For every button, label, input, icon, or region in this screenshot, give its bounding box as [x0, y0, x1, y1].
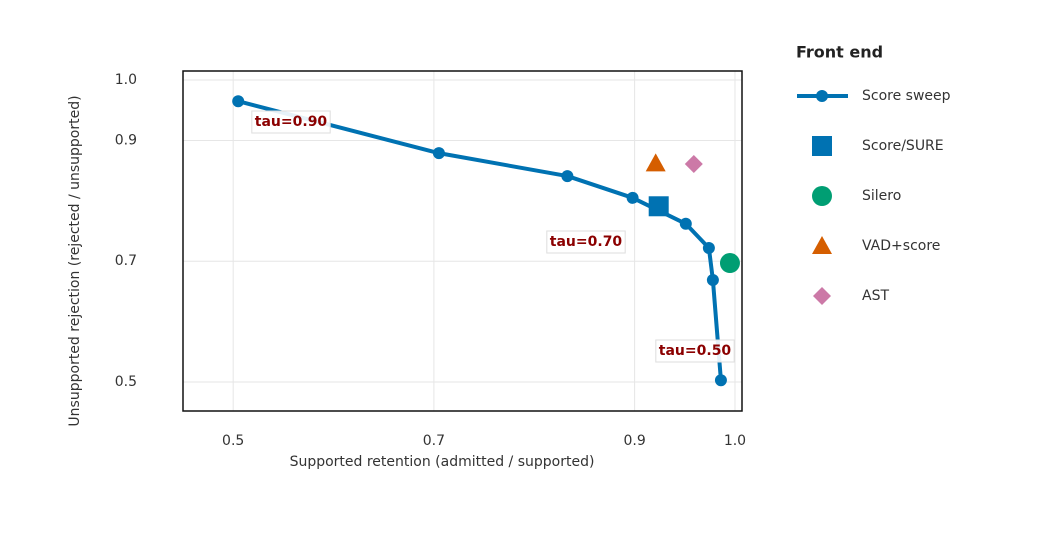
marker — [432, 147, 445, 160]
annotation-text: tau=0.70 — [550, 234, 623, 250]
y-tick-label: 0.9 — [115, 132, 137, 148]
legend-marker — [813, 287, 831, 305]
marker — [702, 241, 715, 254]
annotation: tau=0.90 — [251, 110, 331, 134]
annotation-box — [546, 230, 626, 254]
legend-marker — [812, 186, 832, 206]
legend-label: Score/SURE — [862, 138, 944, 154]
marker — [648, 196, 669, 217]
plot-frame — [182, 70, 743, 412]
legend-marker — [812, 236, 832, 254]
marker — [714, 374, 727, 387]
legend-title: Front end — [796, 43, 883, 62]
marker — [232, 95, 245, 108]
marker — [706, 273, 719, 286]
annotation: tau=0.70 — [546, 230, 626, 254]
legend-label: VAD+score — [862, 238, 940, 254]
annotation-text: tau=0.50 — [659, 343, 732, 359]
y-tick-label: 0.5 — [115, 374, 137, 390]
legend-label: Score sweep — [862, 88, 951, 104]
marker — [626, 191, 639, 204]
x-tick-label: 0.9 — [623, 433, 645, 449]
x-tick-label: 1.0 — [724, 433, 746, 449]
y-tick-label: 0.7 — [115, 253, 137, 269]
y-tick-label: 1.0 — [115, 72, 137, 88]
annotation-text: tau=0.90 — [255, 114, 328, 130]
marker — [561, 170, 574, 183]
annotation: tau=0.50 — [655, 339, 735, 363]
annotation-box — [655, 339, 735, 363]
legend-label: Silero — [862, 188, 901, 204]
legend-marker — [816, 90, 828, 102]
legend-marker — [812, 136, 832, 156]
legend-label: AST — [862, 288, 889, 304]
x-axis-label: Supported retention (admitted / supporte… — [290, 454, 595, 470]
marker — [719, 253, 740, 274]
marker — [684, 155, 703, 174]
x-tick-label: 0.7 — [423, 433, 445, 449]
x-tick-label: 0.5 — [222, 433, 244, 449]
marker — [645, 153, 666, 172]
marker — [679, 217, 692, 230]
annotation-box — [251, 110, 331, 134]
sweep-line — [237, 99, 723, 381]
y-axis-label: Unsupported rejection (rejected / unsupp… — [67, 95, 83, 426]
